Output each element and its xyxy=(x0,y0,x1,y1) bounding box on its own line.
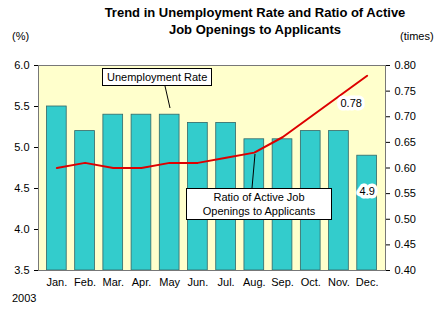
svg-text:Oct.: Oct. xyxy=(301,276,321,288)
svg-text:0.55: 0.55 xyxy=(395,187,416,199)
svg-text:0.78: 0.78 xyxy=(340,97,361,109)
html-text:Trend in Unemployment Rate and: Trend in Unemployment Rate and Ratio of … xyxy=(104,5,406,37)
svg-text:0.65: 0.65 xyxy=(395,136,416,148)
svg-text:Nov.: Nov. xyxy=(328,276,350,288)
svg-text:0.45: 0.45 xyxy=(395,238,416,250)
svg-text:4.9: 4.9 xyxy=(360,185,375,197)
svg-text:4.0: 4.0 xyxy=(14,223,29,235)
html-text:Ratio of Active Job Openings t: Ratio of Active Job Openings to Applican… xyxy=(202,191,316,217)
html-text:2003: 2003 xyxy=(12,292,37,304)
svg-text:Jan.: Jan. xyxy=(46,276,67,288)
svg-text:0.80: 0.80 xyxy=(395,59,416,71)
html-text:Unemployment Rate: Unemployment Rate xyxy=(107,71,208,83)
svg-text:Jul.: Jul. xyxy=(218,276,235,288)
svg-text:0.70: 0.70 xyxy=(395,110,416,122)
svg-text:Aug.: Aug. xyxy=(243,276,266,288)
svg-text:May: May xyxy=(159,276,180,288)
svg-text:4.5: 4.5 xyxy=(14,182,29,194)
svg-text:5.0: 5.0 xyxy=(14,141,29,153)
html-text:(times): (times) xyxy=(400,30,434,42)
svg-text:6.0: 6.0 xyxy=(14,59,29,71)
svg-text:5.5: 5.5 xyxy=(14,100,29,112)
svg-text:0.40: 0.40 xyxy=(395,264,416,276)
svg-text:0.50: 0.50 xyxy=(395,213,416,225)
svg-text:Feb.: Feb. xyxy=(74,276,96,288)
svg-text:Apr.: Apr. xyxy=(132,276,152,288)
svg-text:3.5: 3.5 xyxy=(14,264,29,276)
svg-text:Dec.: Dec. xyxy=(356,276,379,288)
svg-text:0.60: 0.60 xyxy=(395,162,416,174)
svg-text:Mar.: Mar. xyxy=(103,276,124,288)
svg-text:0.75: 0.75 xyxy=(395,85,416,97)
svg-text:Sep.: Sep. xyxy=(271,276,294,288)
svg-text:Jun.: Jun. xyxy=(187,276,208,288)
